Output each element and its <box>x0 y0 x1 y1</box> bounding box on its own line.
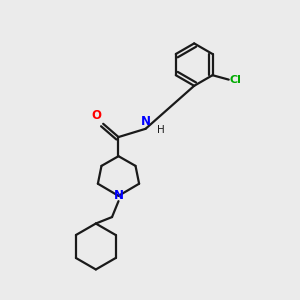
Text: O: O <box>91 109 101 122</box>
Text: H: H <box>157 125 164 135</box>
Text: Cl: Cl <box>230 75 242 85</box>
Text: N: N <box>141 115 151 128</box>
Text: N: N <box>113 189 124 202</box>
